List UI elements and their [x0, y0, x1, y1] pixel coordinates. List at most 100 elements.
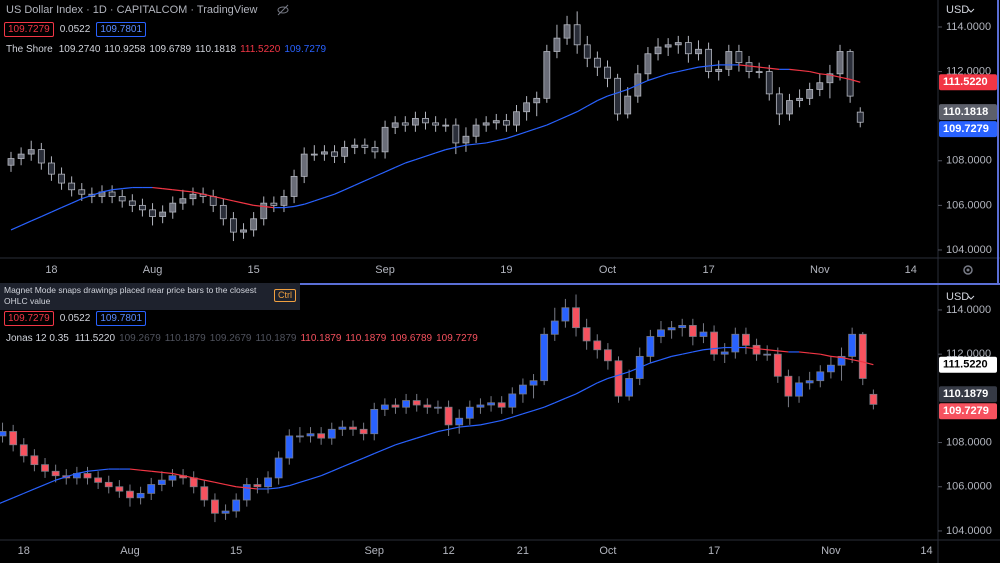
- currency-label[interactable]: USD: [946, 4, 969, 16]
- symbol-title: US Dollar Index · 1D · CAPITALCOM · Trad…: [6, 4, 258, 16]
- indicator-line: [416, 434, 428, 439]
- indicator-line: [546, 120, 558, 126]
- candle-body: [402, 400, 411, 408]
- candle-body: [573, 24, 581, 46]
- indicator-line: [769, 67, 780, 70]
- ask-price[interactable]: 109.7801: [96, 311, 147, 326]
- currency-caret[interactable]: [967, 295, 975, 300]
- y-tick-label: 106.0000: [946, 199, 992, 211]
- indicator-line: [455, 144, 467, 148]
- candle-body: [858, 333, 867, 379]
- indicator-line: [777, 350, 789, 353]
- tooltip-key: Ctrl: [274, 289, 296, 302]
- candle-body: [423, 404, 432, 408]
- indicator-line: [0, 501, 3, 504]
- indicator-line: [566, 111, 578, 117]
- indicator-line: [597, 95, 608, 102]
- candle-body: [487, 402, 495, 406]
- y-tick-label: 108.0000: [946, 155, 992, 167]
- candle-body: [19, 444, 28, 457]
- x-tick-label: Aug: [120, 545, 140, 557]
- candle-body: [242, 484, 251, 501]
- indicator-line: [745, 346, 757, 350]
- candle-body: [189, 193, 197, 200]
- candle-body: [533, 97, 541, 104]
- indicator-line: [193, 477, 205, 481]
- indicator-line: [759, 66, 770, 69]
- candle-body: [104, 481, 113, 488]
- indicator-line: [799, 69, 810, 73]
- candle-body: [646, 336, 655, 357]
- indicator-line: [182, 475, 194, 479]
- candle-body: [230, 218, 237, 233]
- indicator-legend: The Shore 109.2740 110.9258 109.6789 110.18…: [6, 44, 326, 55]
- bid-price[interactable]: 109.7279: [4, 22, 54, 37]
- price-label: 109.7279: [943, 123, 989, 135]
- candle-body: [472, 124, 480, 137]
- indicator-line: [267, 487, 279, 490]
- candle-body: [41, 464, 49, 472]
- ask-price[interactable]: 109.7801: [96, 22, 147, 37]
- indicator-line: [671, 353, 683, 357]
- candle-body: [735, 51, 743, 64]
- candle-body: [583, 44, 591, 59]
- price-label-chip: [939, 104, 997, 121]
- x-tick-label: 19: [500, 264, 512, 276]
- spread: 0.0522: [59, 313, 91, 324]
- indicator-line: [71, 198, 83, 204]
- currency-caret[interactable]: [967, 8, 975, 13]
- indicator-line: [384, 166, 396, 173]
- candle-body: [157, 479, 166, 485]
- bid-price[interactable]: 109.7279: [4, 311, 54, 326]
- candle-body: [543, 51, 551, 99]
- legend-value: 109.7279: [436, 333, 478, 344]
- tooltip-text: Magnet Mode snaps drawings placed near p…: [4, 285, 257, 306]
- spread: 0.0522: [59, 24, 91, 35]
- y-tick-label: 104.0000: [946, 244, 992, 256]
- candle-body: [359, 428, 368, 435]
- legend-value: 109.2679: [119, 333, 161, 344]
- visibility-icon[interactable]: [277, 4, 289, 16]
- indicator-line: [650, 359, 662, 364]
- indicator-line: [465, 143, 477, 146]
- x-tick-label: 17: [708, 545, 720, 557]
- candle-body: [37, 149, 45, 164]
- candle-body: [455, 417, 464, 426]
- candle-body: [371, 146, 379, 153]
- indicator-line: [688, 66, 699, 70]
- candle-body: [338, 426, 347, 430]
- indicator-line: [522, 409, 534, 415]
- candle-body: [118, 196, 126, 202]
- indicator-line: [55, 476, 67, 481]
- indicator-line: [435, 149, 446, 154]
- indicator-line: [213, 195, 224, 200]
- candle-body: [725, 51, 733, 70]
- indicator-line: [91, 191, 103, 196]
- indicator-line: [607, 374, 619, 380]
- candle-body: [147, 484, 156, 494]
- indicator-line: [657, 73, 669, 78]
- candle-body: [285, 435, 294, 459]
- candle-body: [149, 209, 156, 217]
- candle-body: [806, 89, 814, 99]
- settings-gear[interactable]: [963, 265, 973, 275]
- x-tick-label: 14: [920, 545, 932, 557]
- candle-body: [250, 218, 258, 231]
- legend-value: 110.1879: [300, 333, 342, 344]
- indicator-line: [51, 207, 62, 213]
- indicator-line: [617, 88, 628, 94]
- indicator-line: [243, 202, 254, 206]
- indicator-name[interactable]: Jonas 12 0.35: [6, 333, 69, 344]
- candle-body: [169, 202, 177, 213]
- candle-body: [582, 327, 591, 342]
- indicator-line: [627, 84, 639, 90]
- currency-label[interactable]: USD: [946, 291, 969, 303]
- indicator-line: [767, 349, 778, 352]
- candle-body: [519, 384, 527, 395]
- indicator-line: [405, 159, 416, 164]
- indicator-line: [324, 193, 335, 199]
- legend-value: 110.1818: [195, 44, 237, 55]
- indicator-line: [586, 382, 598, 389]
- indicator-name[interactable]: The Shore: [6, 44, 53, 55]
- indicator-line: [839, 76, 851, 80]
